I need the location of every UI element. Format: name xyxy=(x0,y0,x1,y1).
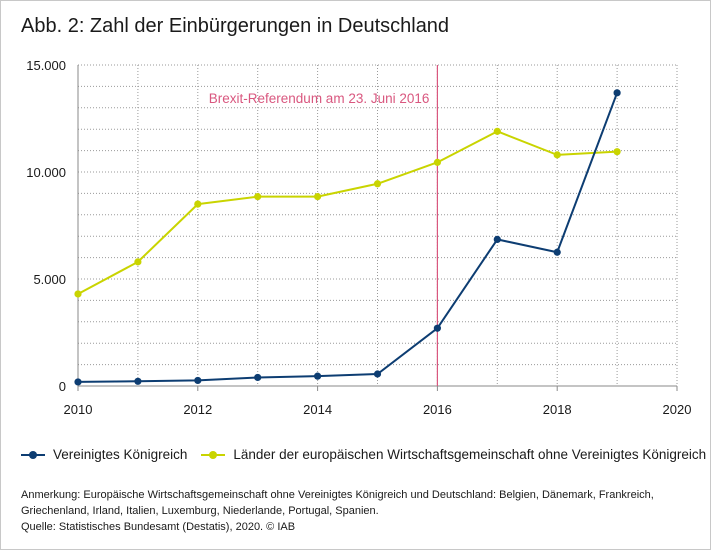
series-line-1 xyxy=(77,130,618,295)
chart-title: Abb. 2: Zahl der Einbürgerungen in Deuts… xyxy=(21,15,450,37)
y-tick-label: 5.000 xyxy=(33,272,66,287)
data-point-1 xyxy=(194,200,202,208)
legend-item-uk: Vereinigtes Königreich xyxy=(21,447,187,462)
x-tick-label: 2012 xyxy=(183,402,212,417)
referendum-label: Brexit-Referendum am 23. Juni 2016 xyxy=(209,91,430,106)
data-point-1 xyxy=(433,158,441,166)
data-point-1 xyxy=(134,258,142,266)
y-tick-label: 10.000 xyxy=(26,165,66,180)
data-point-1 xyxy=(373,180,382,188)
x-tick-label: 2018 xyxy=(543,402,572,417)
data-point-1 xyxy=(74,290,82,298)
data-point-1 xyxy=(254,193,262,201)
data-point-1 xyxy=(613,148,621,156)
data-point-0 xyxy=(314,372,322,380)
tick-labels: 2010 2012 2014 2016 2018 2020 0 5.000 10.000 15.0… xyxy=(26,58,691,417)
chart-notes: Anmerkung: Europäische Wirtschaftsgemein… xyxy=(21,487,701,535)
data-point-1 xyxy=(493,127,501,135)
note-source: Quelle: Statistisches Bundesamt (Destati… xyxy=(21,521,296,533)
legend-label-uk: Vereinigtes Königreich xyxy=(53,447,188,462)
data-point-0 xyxy=(613,89,621,97)
line-chart: Brexit-Referendum am 23. Juni 2016 2010 2… xyxy=(26,58,691,417)
data-point-0 xyxy=(134,377,142,385)
data-point-0 xyxy=(433,324,441,332)
y-tick-label: 0 xyxy=(59,379,66,394)
data-point-0 xyxy=(373,370,382,378)
series-layer xyxy=(74,89,621,386)
data-point-0 xyxy=(74,378,82,386)
data-point-0 xyxy=(254,373,262,382)
x-tick-label: 2010 xyxy=(64,402,93,417)
note-annotation: Anmerkung: Europäische Wirtschaftsgemein… xyxy=(21,489,654,517)
legend-item-ewg: Länder der europäischen Wirtschaftsgemei… xyxy=(201,447,706,462)
data-point-1 xyxy=(314,193,322,201)
legend: Vereinigtes Königreich Länder der europä… xyxy=(21,447,711,462)
legend-label-ewg: Länder der europäischen Wirtschaftsgemei… xyxy=(233,447,707,462)
x-tick-label: 2014 xyxy=(303,402,332,417)
data-point-0 xyxy=(553,248,561,256)
data-point-1 xyxy=(553,151,561,159)
x-tick-label: 2020 xyxy=(663,402,692,417)
data-point-0 xyxy=(194,376,202,385)
annotation-layer: Brexit-Referendum am 23. Juni 2016 xyxy=(209,65,438,386)
legend-swatch-uk xyxy=(21,449,45,461)
x-tick-label: 2016 xyxy=(423,402,452,417)
gridlines xyxy=(78,64,678,386)
y-tick-label: 15.000 xyxy=(26,58,66,73)
legend-swatch-ewg xyxy=(201,449,226,461)
series-line-0 xyxy=(77,92,619,383)
data-point-0 xyxy=(493,235,501,244)
axes xyxy=(77,65,678,391)
